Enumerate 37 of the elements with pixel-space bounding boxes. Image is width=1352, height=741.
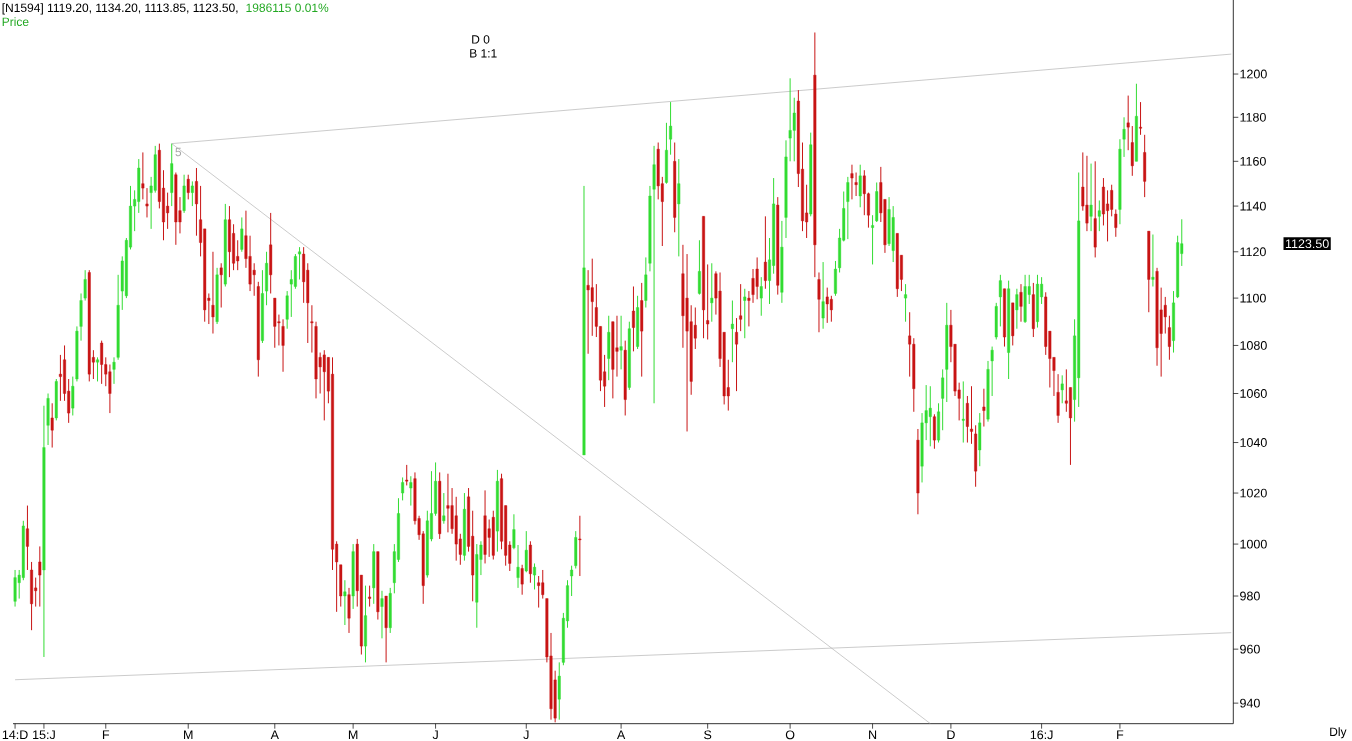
x-tick-label: N: [869, 730, 877, 739]
annotation: B 1:1: [470, 49, 497, 58]
y-tick-label: 960: [1240, 644, 1260, 654]
y-tick-label: 980: [1240, 591, 1260, 601]
x-tick-label: O: [785, 730, 795, 740]
y-tick-label: 1180: [1240, 112, 1266, 122]
y-tick-label: 1160: [1240, 156, 1266, 166]
x-tick-label: 14:D: [2, 730, 28, 739]
text: 1123.50: [1285, 239, 1329, 249]
x-tick-label: D: [947, 730, 955, 739]
y-tick-label: 1020: [1240, 488, 1267, 498]
text: Price: [2, 17, 29, 26]
annotation: 5: [175, 147, 182, 157]
x-tick-label: 16:J: [1030, 730, 1053, 740]
y-tick-label: 1000: [1240, 539, 1267, 549]
x-tick-label: M: [348, 730, 358, 739]
x-tick-label: S: [704, 730, 712, 740]
y-tick-label: 1140: [1240, 201, 1266, 211]
y-tick-label: 1040: [1240, 438, 1267, 447]
x-tick-label: A: [270, 730, 279, 739]
x-tick-label: 15:J: [33, 730, 55, 740]
x-tick-label: A: [616, 730, 626, 739]
text: Dly: [1330, 727, 1347, 739]
x-tick-label: M: [184, 730, 193, 739]
y-tick-label: 1120: [1240, 247, 1266, 257]
x-tick-label: F: [1117, 730, 1124, 739]
chart-title: [N1594] 1119.20, 1134.20, 1113.85, 1123.50,: [2, 3, 238, 15]
y-tick-label: 1200: [1240, 69, 1267, 79]
x-tick-label: J: [523, 730, 529, 740]
y-tick-label: 1080: [1240, 341, 1267, 350]
y-tick-label: 1060: [1240, 389, 1267, 398]
x-tick-label: F: [102, 730, 110, 739]
y-tick-label: 940: [1240, 698, 1260, 708]
x-tick-label: J: [432, 730, 438, 740]
annotation: 1986115 0.01%: [246, 3, 329, 12]
annotation: D 0: [472, 35, 490, 44]
y-tick-label: 1100: [1240, 293, 1266, 303]
